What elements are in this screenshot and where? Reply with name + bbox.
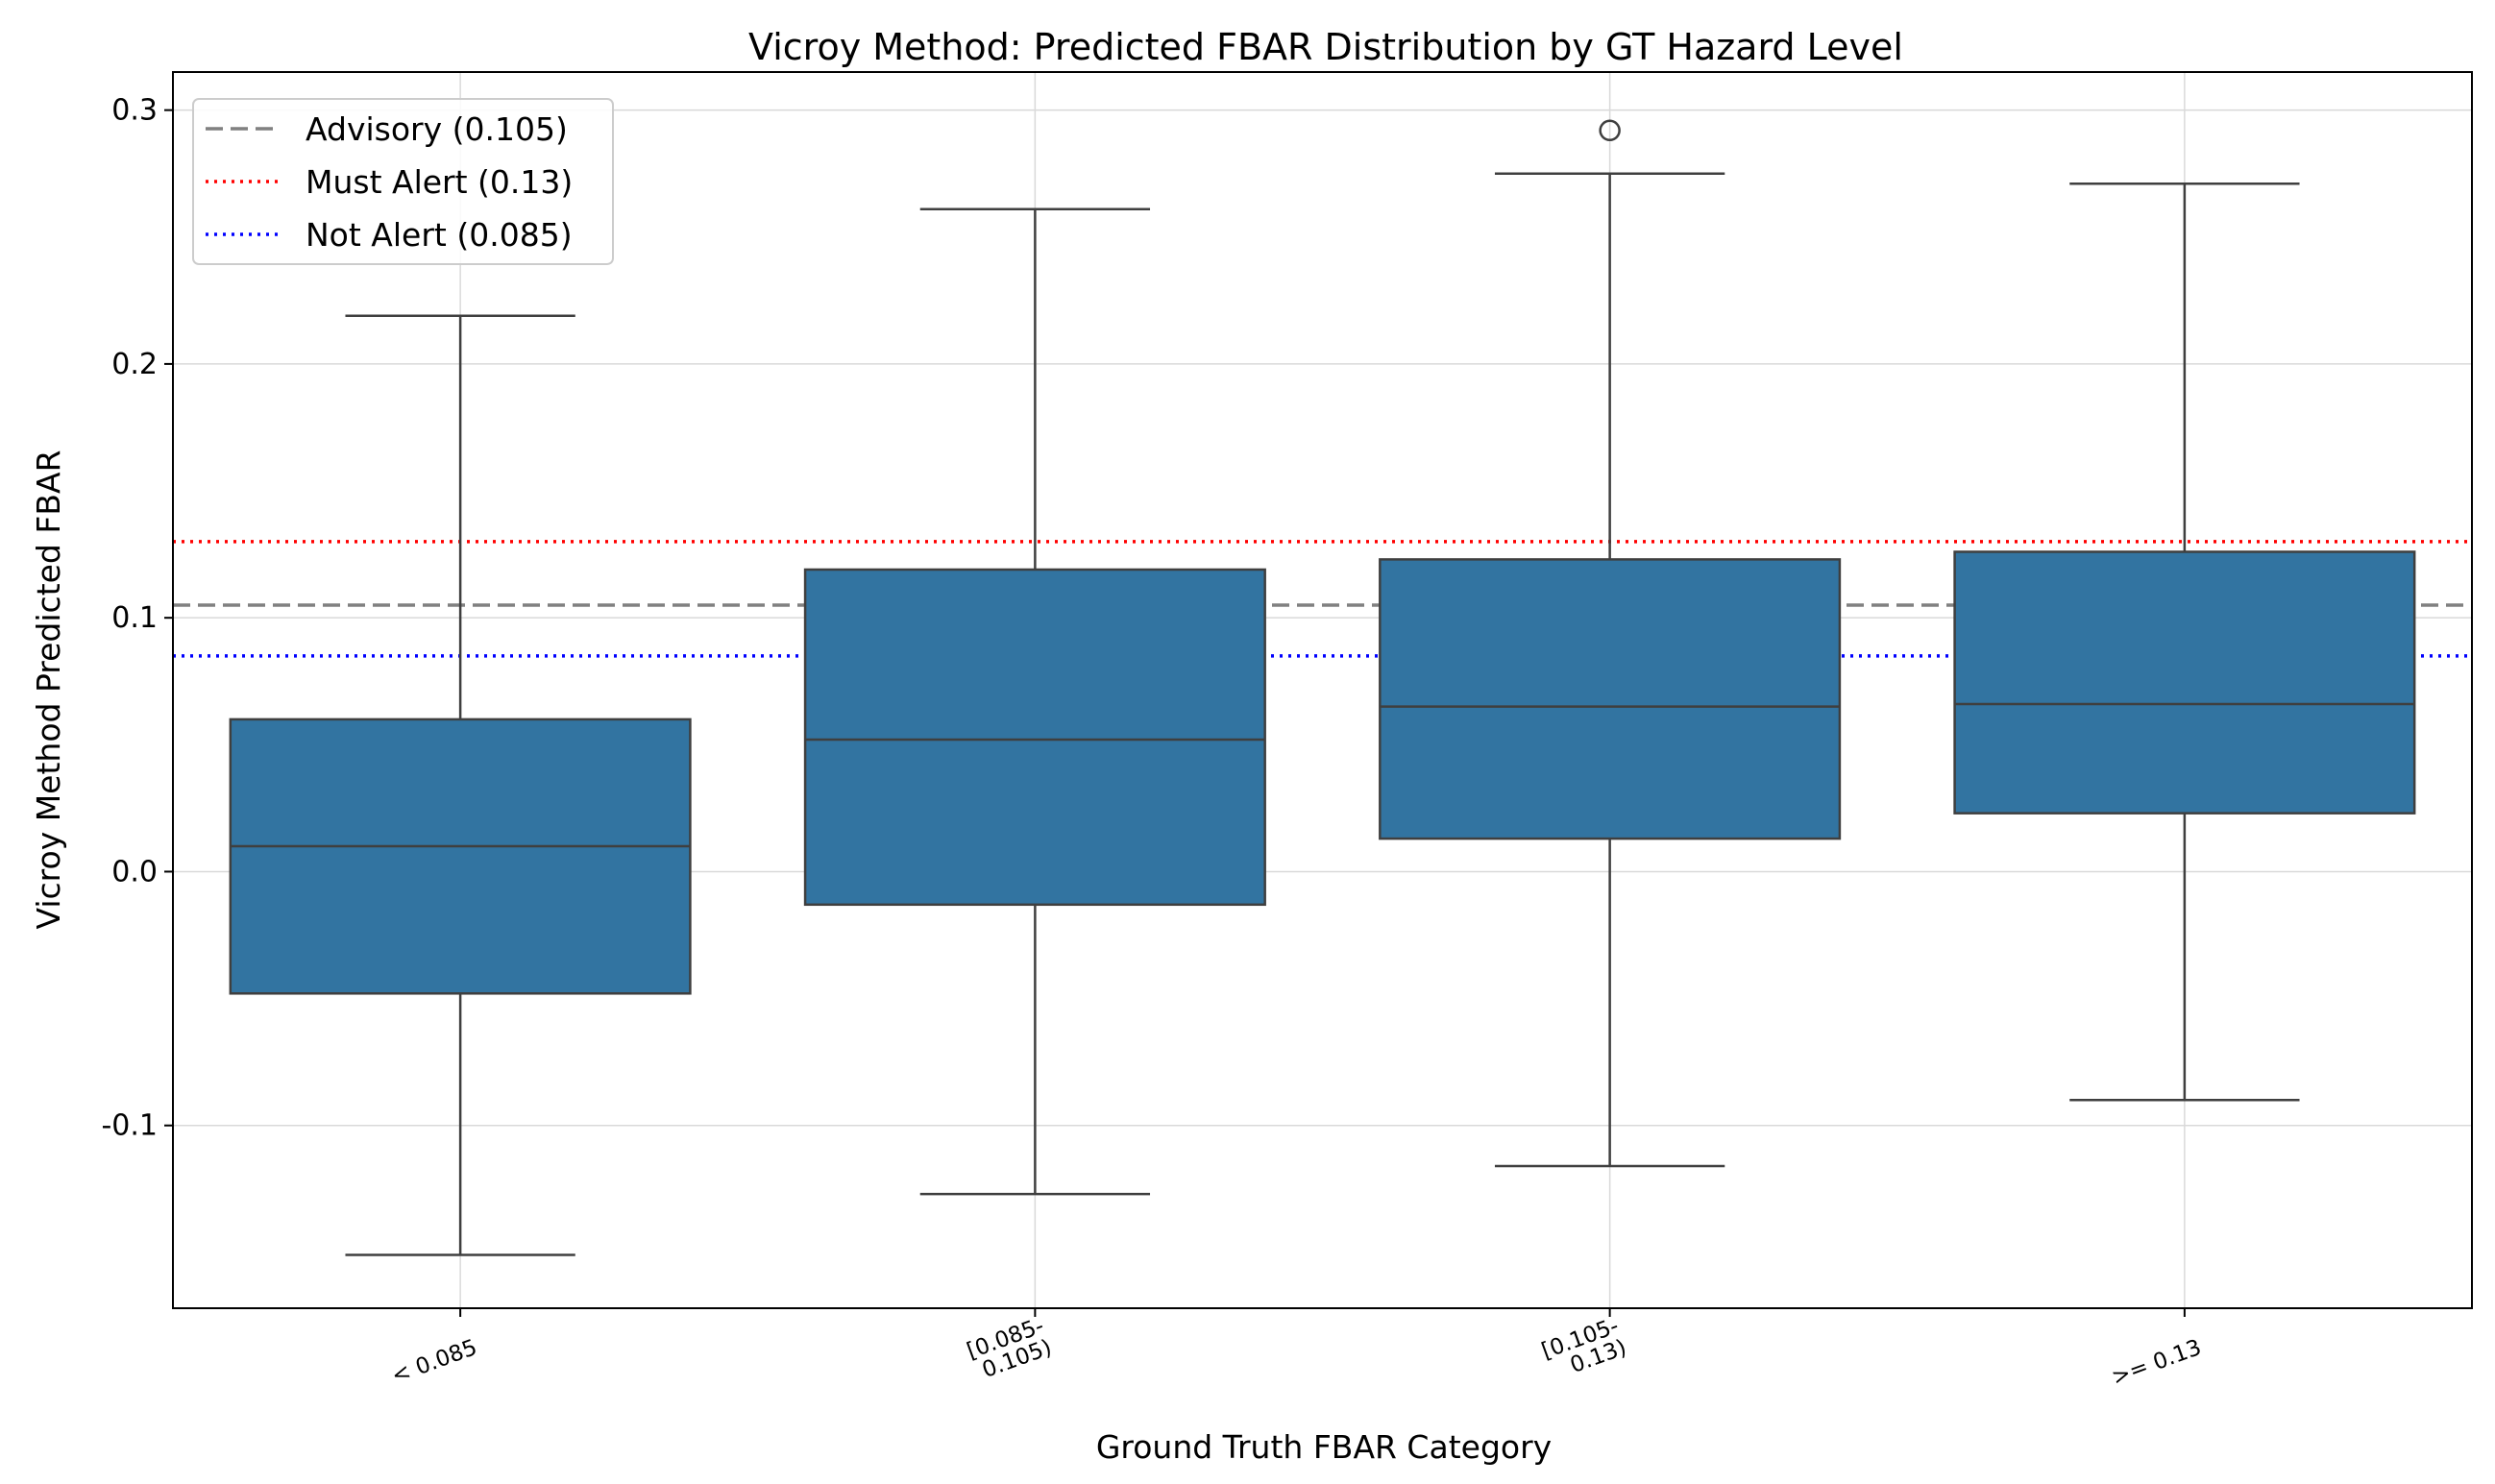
box: [1953, 550, 2416, 815]
box: [803, 568, 1266, 907]
plot-frame: [172, 71, 2473, 1309]
y-axis-label: Vicroy Method Predicted FBAR: [30, 450, 67, 930]
box: [229, 718, 692, 995]
box-group: [229, 314, 692, 1256]
y-tick-label: 0.2: [111, 348, 158, 381]
legend-label: Must Alert (0.13): [306, 163, 573, 201]
y-tick-label: 0.1: [111, 601, 158, 635]
chart-title: Vicroy Method: Predicted FBAR Distributi…: [748, 26, 1903, 68]
legend-label: Not Alert (0.085): [306, 216, 573, 254]
legend: Advisory (0.105) Must Alert (0.13) Not Ale…: [192, 98, 614, 265]
box-group: [1379, 119, 1842, 1168]
box: [1379, 558, 1842, 840]
y-tick-label: -0.1: [101, 1109, 158, 1143]
outlier-point: [1599, 119, 1621, 142]
y-axis-ticks: -0.1 0.0 0.1 0.2 0.3: [101, 94, 173, 1143]
box-group: [803, 207, 1266, 1196]
legend-label: Advisory (0.105): [306, 110, 568, 148]
y-tick-label: 0.0: [111, 855, 158, 888]
x-axis-label: Ground Truth FBAR Category: [1096, 1428, 1552, 1466]
y-tick-label: 0.3: [111, 94, 158, 128]
boxes: [229, 119, 2416, 1256]
legend-box: [192, 98, 614, 265]
box-group: [1953, 182, 2416, 1102]
reference-lines: [173, 540, 2472, 658]
